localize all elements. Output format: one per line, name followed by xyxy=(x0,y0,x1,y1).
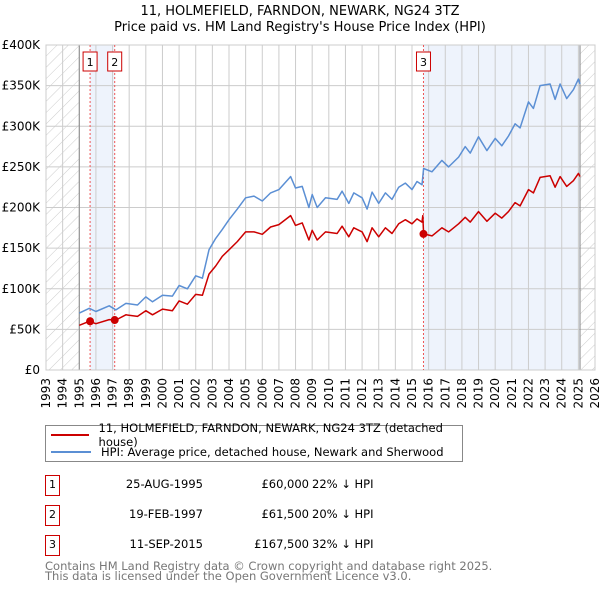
y-tick-label: £300K xyxy=(2,119,42,133)
legend-swatch-red xyxy=(51,434,89,436)
legend-label: HPI: Average price, detached house, Newa… xyxy=(101,445,444,459)
x-tick-label: 2026 xyxy=(588,378,600,409)
x-tick-label: 2022 xyxy=(521,378,535,409)
chart-subtitle: Price paid vs. HM Land Registry's House … xyxy=(114,20,486,35)
x-tick-label: 2021 xyxy=(505,378,519,409)
sale-marker-number: 1 xyxy=(87,56,94,69)
sale-row: 1 25-AUG-1995 £60,000 22% ↓ HPI xyxy=(45,475,465,496)
x-tick-label: 2002 xyxy=(189,378,203,409)
x-tick-label: 1997 xyxy=(106,378,120,409)
legend-label: 11, HOLMEFIELD, FARNDON, NEWARK, NG24 3T… xyxy=(98,421,443,449)
y-tick-label: £200K xyxy=(2,201,42,215)
y-tick-label: £400K xyxy=(2,38,42,52)
x-tick-label: 2015 xyxy=(405,378,419,409)
x-tick-label: 1993 xyxy=(39,378,53,409)
x-tick-label: 2007 xyxy=(272,378,286,409)
x-tick-label: 2008 xyxy=(289,378,303,409)
x-tick-label: 2009 xyxy=(305,378,319,409)
sale-row: 3 11-SEP-2015 £167,500 32% ↓ HPI xyxy=(45,535,465,556)
x-tick-label: 2025 xyxy=(571,378,585,409)
sale-point xyxy=(110,316,119,325)
sale-point xyxy=(419,229,428,238)
sale-hpi-diff: 22% ↓ HPI xyxy=(312,477,374,491)
x-tick-label: 1999 xyxy=(139,378,153,409)
x-tick-label: 1995 xyxy=(72,378,86,409)
sale-marker-label: 1 xyxy=(82,51,98,72)
sale-number-badge: 3 xyxy=(45,535,60,556)
sale-marker-label: 2 xyxy=(107,51,123,72)
y-tick-label: £250K xyxy=(2,160,42,174)
x-tick-label: 2017 xyxy=(438,378,452,409)
legend-item-hpi: HPI: Average price, detached house, Newa… xyxy=(51,444,444,460)
sale-marker-number: 2 xyxy=(111,56,118,69)
series-line xyxy=(78,78,581,314)
footer-copyright: Contains HM Land Registry data © Crown c… xyxy=(45,559,493,573)
x-tick-label: 2011 xyxy=(338,378,352,409)
sale-date: 25-AUG-1995 xyxy=(125,477,203,491)
plot-area: 1993 1994 1995 1996 1997 1998 1999 2000 2001 2002… xyxy=(2,38,600,409)
sale-number-badge: 1 xyxy=(45,475,60,496)
sale-marker-box xyxy=(415,51,431,72)
legend-swatch-blue xyxy=(51,451,91,453)
y-tick-label: £350K xyxy=(2,79,42,93)
plot-frame xyxy=(45,44,596,371)
x-tick-label: 2003 xyxy=(205,378,219,409)
x-tick-label: 1996 xyxy=(89,378,103,409)
x-tick-label: 2024 xyxy=(555,378,569,409)
x-tick-label: 2016 xyxy=(422,378,436,409)
sale-price: £167,500 xyxy=(254,537,309,551)
sale-marker-label: 3 xyxy=(415,51,431,72)
x-tick-label: 2019 xyxy=(472,378,486,409)
y-tick-label: £150K xyxy=(2,241,42,255)
sale-hpi-diff: 20% ↓ HPI xyxy=(312,507,374,521)
x-tick-label: 2013 xyxy=(372,378,386,409)
sale-date: 11-SEP-2015 xyxy=(129,537,203,551)
x-tick-label: 2005 xyxy=(239,378,253,409)
sale-marker-box xyxy=(82,51,98,72)
sale-date: 19-FEB-1997 xyxy=(129,507,203,521)
x-tick-label: 2012 xyxy=(355,378,369,409)
x-tick-label: 2004 xyxy=(222,378,236,409)
x-tick-label: 2010 xyxy=(322,378,336,409)
sale-point xyxy=(86,317,95,326)
sale-number-badge: 2 xyxy=(45,505,60,526)
legend: 11, HOLMEFIELD, FARNDON, NEWARK, NG24 3T… xyxy=(45,421,463,462)
series-line xyxy=(79,172,581,326)
x-tick-label: 2000 xyxy=(155,378,169,409)
y-tick-label: £100K xyxy=(2,282,42,296)
x-tick-label: 2018 xyxy=(455,378,469,409)
sale-marker-number: 3 xyxy=(420,56,427,69)
y-tick-label: £50K xyxy=(9,322,41,336)
legend-item-property: 11, HOLMEFIELD, FARNDON, NEWARK, NG24 3T… xyxy=(51,421,462,449)
sale-marker-box xyxy=(107,51,123,72)
sale-row: 2 19-FEB-1997 £61,500 20% ↓ HPI xyxy=(45,505,465,526)
x-tick-label: 1994 xyxy=(56,378,70,409)
x-tick-label: 1998 xyxy=(122,378,136,409)
x-tick-label: 2006 xyxy=(255,378,269,409)
sale-hpi-diff: 32% ↓ HPI xyxy=(312,537,374,551)
x-tick-label: 2020 xyxy=(488,378,502,409)
y-tick-label: £0 xyxy=(25,363,40,377)
x-tick-label: 2001 xyxy=(172,378,186,409)
x-tick-label: 2014 xyxy=(388,378,402,409)
footer-licence: This data is licensed under the Open Gov… xyxy=(45,569,412,583)
x-tick-label: 2023 xyxy=(538,378,552,409)
sale-price: £60,000 xyxy=(261,477,309,491)
sale-price: £61,500 xyxy=(261,507,309,521)
chart-title: 11, HOLMEFIELD, FARNDON, NEWARK, NG24 3T… xyxy=(140,4,460,19)
